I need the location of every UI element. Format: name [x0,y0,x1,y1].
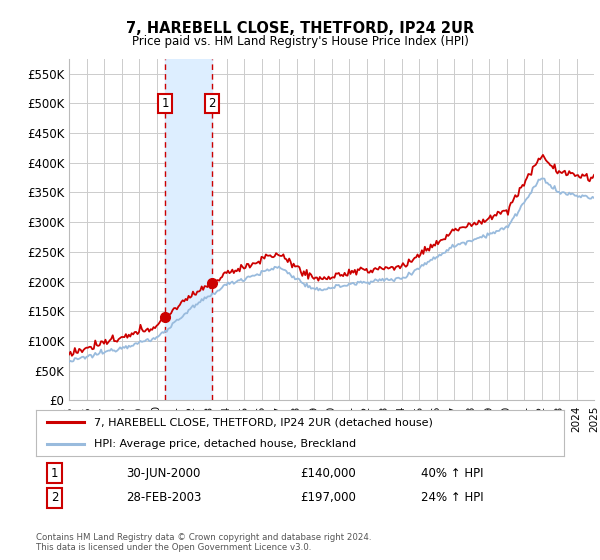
Text: 40% ↑ HPI: 40% ↑ HPI [421,466,484,480]
Text: 1: 1 [51,466,58,480]
Text: 2: 2 [51,491,58,504]
Text: £197,000: £197,000 [300,491,356,504]
Text: 1: 1 [161,97,169,110]
Text: 24% ↑ HPI: 24% ↑ HPI [421,491,484,504]
Text: Price paid vs. HM Land Registry's House Price Index (HPI): Price paid vs. HM Land Registry's House … [131,35,469,48]
Text: This data is licensed under the Open Government Licence v3.0.: This data is licensed under the Open Gov… [36,543,311,552]
Text: 28-FEB-2003: 28-FEB-2003 [126,491,201,504]
Text: 2: 2 [208,97,215,110]
Text: £140,000: £140,000 [300,466,356,480]
Bar [165,59,212,400]
Text: 30-JUN-2000: 30-JUN-2000 [126,466,200,480]
Text: Contains HM Land Registry data © Crown copyright and database right 2024.: Contains HM Land Registry data © Crown c… [36,533,371,542]
Text: HPI: Average price, detached house, Breckland: HPI: Average price, detached house, Brec… [94,440,356,450]
Text: 7, HAREBELL CLOSE, THETFORD, IP24 2UR (detached house): 7, HAREBELL CLOSE, THETFORD, IP24 2UR (d… [94,417,433,427]
Text: 7, HAREBELL CLOSE, THETFORD, IP24 2UR: 7, HAREBELL CLOSE, THETFORD, IP24 2UR [126,21,474,36]
